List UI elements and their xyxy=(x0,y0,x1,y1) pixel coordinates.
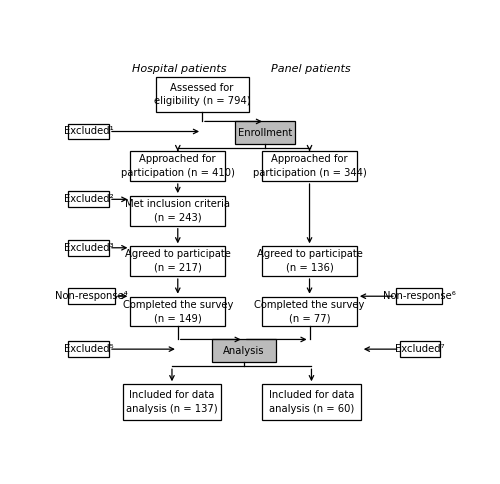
Text: Agreed to participate
(n = 136): Agreed to participate (n = 136) xyxy=(256,249,362,273)
FancyBboxPatch shape xyxy=(122,384,222,420)
Text: Assessed for
eligibility (n = 794): Assessed for eligibility (n = 794) xyxy=(154,83,250,106)
Text: Excluded¹: Excluded¹ xyxy=(64,126,114,136)
FancyBboxPatch shape xyxy=(130,151,225,181)
Text: Hospital patients: Hospital patients xyxy=(132,64,226,74)
Text: Approached for
participation (n = 410): Approached for participation (n = 410) xyxy=(121,154,234,178)
Text: Completed the survey
(n = 149): Completed the survey (n = 149) xyxy=(122,300,233,323)
FancyBboxPatch shape xyxy=(396,288,442,304)
Text: Met inclusion criteria
(n = 243): Met inclusion criteria (n = 243) xyxy=(126,199,230,223)
FancyBboxPatch shape xyxy=(262,384,361,420)
Text: Included for data
analysis (n = 137): Included for data analysis (n = 137) xyxy=(126,390,218,414)
Text: Panel patients: Panel patients xyxy=(270,64,350,74)
Text: Approached for
participation (n = 344): Approached for participation (n = 344) xyxy=(252,154,366,178)
FancyBboxPatch shape xyxy=(130,246,225,276)
Text: Excluded⁷: Excluded⁷ xyxy=(395,344,445,354)
Text: Excluded⁵: Excluded⁵ xyxy=(64,344,114,354)
Text: Analysis: Analysis xyxy=(223,346,264,356)
FancyBboxPatch shape xyxy=(262,297,357,326)
FancyBboxPatch shape xyxy=(68,341,109,357)
Text: Included for data
analysis (n = 60): Included for data analysis (n = 60) xyxy=(269,390,354,414)
FancyBboxPatch shape xyxy=(262,151,357,181)
FancyBboxPatch shape xyxy=(212,339,276,362)
Text: Enrollment: Enrollment xyxy=(238,128,292,137)
Text: Agreed to participate
(n = 217): Agreed to participate (n = 217) xyxy=(125,249,230,273)
Text: Excluded²: Excluded² xyxy=(64,194,114,204)
FancyBboxPatch shape xyxy=(262,246,357,276)
FancyBboxPatch shape xyxy=(235,121,295,144)
FancyBboxPatch shape xyxy=(68,288,115,304)
FancyBboxPatch shape xyxy=(156,76,248,112)
Text: Excluded³: Excluded³ xyxy=(64,243,114,253)
FancyBboxPatch shape xyxy=(400,341,440,357)
FancyBboxPatch shape xyxy=(68,124,109,139)
FancyBboxPatch shape xyxy=(68,192,109,207)
FancyBboxPatch shape xyxy=(130,297,225,326)
FancyBboxPatch shape xyxy=(68,240,109,256)
Text: Completed the survey
(n = 77): Completed the survey (n = 77) xyxy=(254,300,364,323)
Text: Non-response⁶: Non-response⁶ xyxy=(382,291,456,301)
FancyBboxPatch shape xyxy=(130,196,225,226)
Text: Non-response⁴: Non-response⁴ xyxy=(55,291,128,301)
